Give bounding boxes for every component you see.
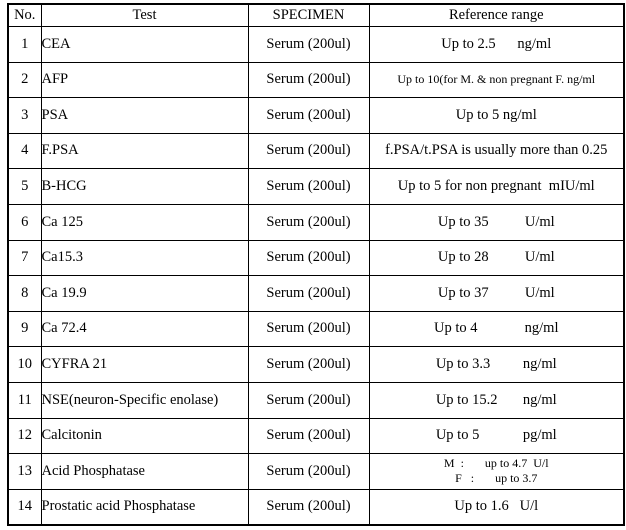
cell-test: CEA bbox=[40, 26, 249, 63]
table-row: 11 NSE(neuron-Specific enolase) Serum (2… bbox=[7, 381, 625, 419]
column-header-no: No. bbox=[7, 3, 42, 27]
cell-no: 12 bbox=[7, 417, 42, 455]
cell-test: Ca15.3 bbox=[40, 239, 249, 277]
range-line-1: Up to 1.6 U/l bbox=[454, 498, 539, 515]
cell-specimen: Serum (200ul) bbox=[247, 381, 370, 419]
cell-test: Ca 19.9 bbox=[40, 275, 249, 312]
range-line-1: Up to 4 ng/ml bbox=[434, 320, 559, 337]
cell-no: 8 bbox=[7, 275, 42, 312]
cell-no: 7 bbox=[7, 239, 42, 277]
cell-test: AFP bbox=[40, 61, 249, 99]
table-row: 3 PSA Serum (200ul) Up to 5 ng/ml bbox=[7, 97, 625, 134]
cell-range: f.PSA/t.PSA is usually more than 0.25 bbox=[368, 132, 625, 170]
cell-no: 9 bbox=[7, 310, 42, 348]
cell-specimen: Serum (200ul) bbox=[247, 417, 370, 455]
cell-specimen: Serum (200ul) bbox=[247, 61, 370, 99]
range-line-1: f.PSA/t.PSA is usually more than 0.25 bbox=[385, 142, 608, 159]
table-row: 5 B-HCG Serum (200ul) Up to 5 for non pr… bbox=[7, 168, 625, 205]
cell-range: M : up to 4.7 U/l F : up to 3.7 bbox=[368, 453, 625, 490]
range-line-1: Up to 28 U/ml bbox=[437, 249, 555, 266]
table-body: 1 CEA Serum (200ul) Up to 2.5 ng/ml 2 AF… bbox=[7, 26, 625, 526]
table-row: 6 Ca 125 Serum (200ul) Up to 35 U/ml bbox=[7, 203, 625, 241]
cell-range: Up to 28 U/ml bbox=[368, 239, 625, 277]
table-row: 4 F.PSA Serum (200ul) f.PSA/t.PSA is usu… bbox=[7, 132, 625, 170]
cell-range: Up to 4 ng/ml bbox=[368, 310, 625, 348]
cell-range: Up to 1.6 U/l bbox=[368, 488, 625, 526]
cell-range: Up to 2.5 ng/ml bbox=[368, 26, 625, 63]
table-row: 7 Ca15.3 Serum (200ul) Up to 28 U/ml bbox=[7, 239, 625, 277]
range-line-1: Up to 35 U/ml bbox=[437, 213, 555, 230]
cell-no: 4 bbox=[7, 132, 42, 170]
cell-specimen: Serum (200ul) bbox=[247, 275, 370, 312]
cell-range: Up to 15.2 ng/ml bbox=[368, 381, 625, 419]
cell-range: Up to 10(for M. & non pregnant F. ng/ml bbox=[368, 61, 625, 99]
cell-test: B-HCG bbox=[40, 168, 249, 205]
range-line-1: Up to 5 pg/ml bbox=[435, 427, 557, 444]
column-header-reference: Reference range bbox=[368, 3, 625, 27]
cell-range: Up to 5 pg/ml bbox=[368, 417, 625, 455]
table-row: 2 AFP Serum (200ul) Up to 10(for M. & no… bbox=[7, 61, 625, 99]
range-line-1: Up to 10(for M. & non pregnant F. ng/ml bbox=[397, 72, 596, 87]
range-line-1: Up to 5 for non pregnant mIU/ml bbox=[397, 177, 595, 194]
column-header-test: Test bbox=[40, 3, 249, 27]
range-line-1: Up to 37 U/ml bbox=[437, 284, 555, 301]
cell-specimen: Serum (200ul) bbox=[247, 239, 370, 277]
table-row: 12 Calcitonin Serum (200ul) Up to 5 pg/m… bbox=[7, 417, 625, 455]
range-line-1: M : up to 4.7 U/l bbox=[443, 456, 549, 471]
cell-test: Prostatic acid Phosphatase bbox=[40, 488, 249, 526]
cell-test: PSA bbox=[40, 97, 249, 134]
table-row: 1 CEA Serum (200ul) Up to 2.5 ng/ml bbox=[7, 26, 625, 63]
cell-no: 1 bbox=[7, 26, 42, 63]
cell-range: Up to 5 ng/ml bbox=[368, 97, 625, 134]
cell-no: 2 bbox=[7, 61, 42, 99]
cell-specimen: Serum (200ul) bbox=[247, 132, 370, 170]
cell-specimen: Serum (200ul) bbox=[247, 26, 370, 63]
table-row: 9 Ca 72.4 Serum (200ul) Up to 4 ng/ml bbox=[7, 310, 625, 348]
range-line-1: Up to 5 ng/ml bbox=[455, 106, 537, 123]
cell-no: 3 bbox=[7, 97, 42, 134]
cell-no: 11 bbox=[7, 381, 42, 419]
table-row: 10 CYFRA 21 Serum (200ul) Up to 3.3 ng/m… bbox=[7, 346, 625, 383]
range-line-1: Up to 2.5 ng/ml bbox=[441, 35, 552, 52]
cell-no: 6 bbox=[7, 203, 42, 241]
range-line-1: Up to 3.3 ng/ml bbox=[435, 355, 557, 372]
lab-reference-table: No. Test SPECIMEN Reference range 1 CEA … bbox=[7, 3, 625, 527]
range-line-2: F : up to 3.7 bbox=[455, 471, 538, 486]
table-header-row: No. Test SPECIMEN Reference range bbox=[7, 3, 625, 27]
cell-test: CYFRA 21 bbox=[40, 346, 249, 383]
cell-specimen: Serum (200ul) bbox=[247, 203, 370, 241]
cell-specimen: Serum (200ul) bbox=[247, 97, 370, 134]
cell-no: 10 bbox=[7, 346, 42, 383]
cell-range: Up to 3.3 ng/ml bbox=[368, 346, 625, 383]
cell-specimen: Serum (200ul) bbox=[247, 310, 370, 348]
cell-specimen: Serum (200ul) bbox=[247, 346, 370, 383]
cell-test: Acid Phosphatase bbox=[40, 453, 249, 490]
table-row: 14 Prostatic acid Phosphatase Serum (200… bbox=[7, 488, 625, 526]
table-row: 13 Acid Phosphatase Serum (200ul) M : up… bbox=[7, 453, 625, 490]
cell-no: 14 bbox=[7, 488, 42, 526]
cell-test: Ca 125 bbox=[40, 203, 249, 241]
cell-test: F.PSA bbox=[40, 132, 249, 170]
cell-test: Calcitonin bbox=[40, 417, 249, 455]
cell-range: Up to 37 U/ml bbox=[368, 275, 625, 312]
cell-specimen: Serum (200ul) bbox=[247, 488, 370, 526]
range-line-1: Up to 15.2 ng/ml bbox=[435, 391, 557, 408]
cell-test: Ca 72.4 bbox=[40, 310, 249, 348]
cell-range: Up to 35 U/ml bbox=[368, 203, 625, 241]
cell-specimen: Serum (200ul) bbox=[247, 453, 370, 490]
cell-test: NSE(neuron-Specific enolase) bbox=[40, 381, 249, 419]
cell-no: 5 bbox=[7, 168, 42, 205]
table-row: 8 Ca 19.9 Serum (200ul) Up to 37 U/ml bbox=[7, 275, 625, 312]
cell-no: 13 bbox=[7, 453, 42, 490]
cell-specimen: Serum (200ul) bbox=[247, 168, 370, 205]
cell-range: Up to 5 for non pregnant mIU/ml bbox=[368, 168, 625, 205]
column-header-specimen: SPECIMEN bbox=[247, 3, 370, 27]
